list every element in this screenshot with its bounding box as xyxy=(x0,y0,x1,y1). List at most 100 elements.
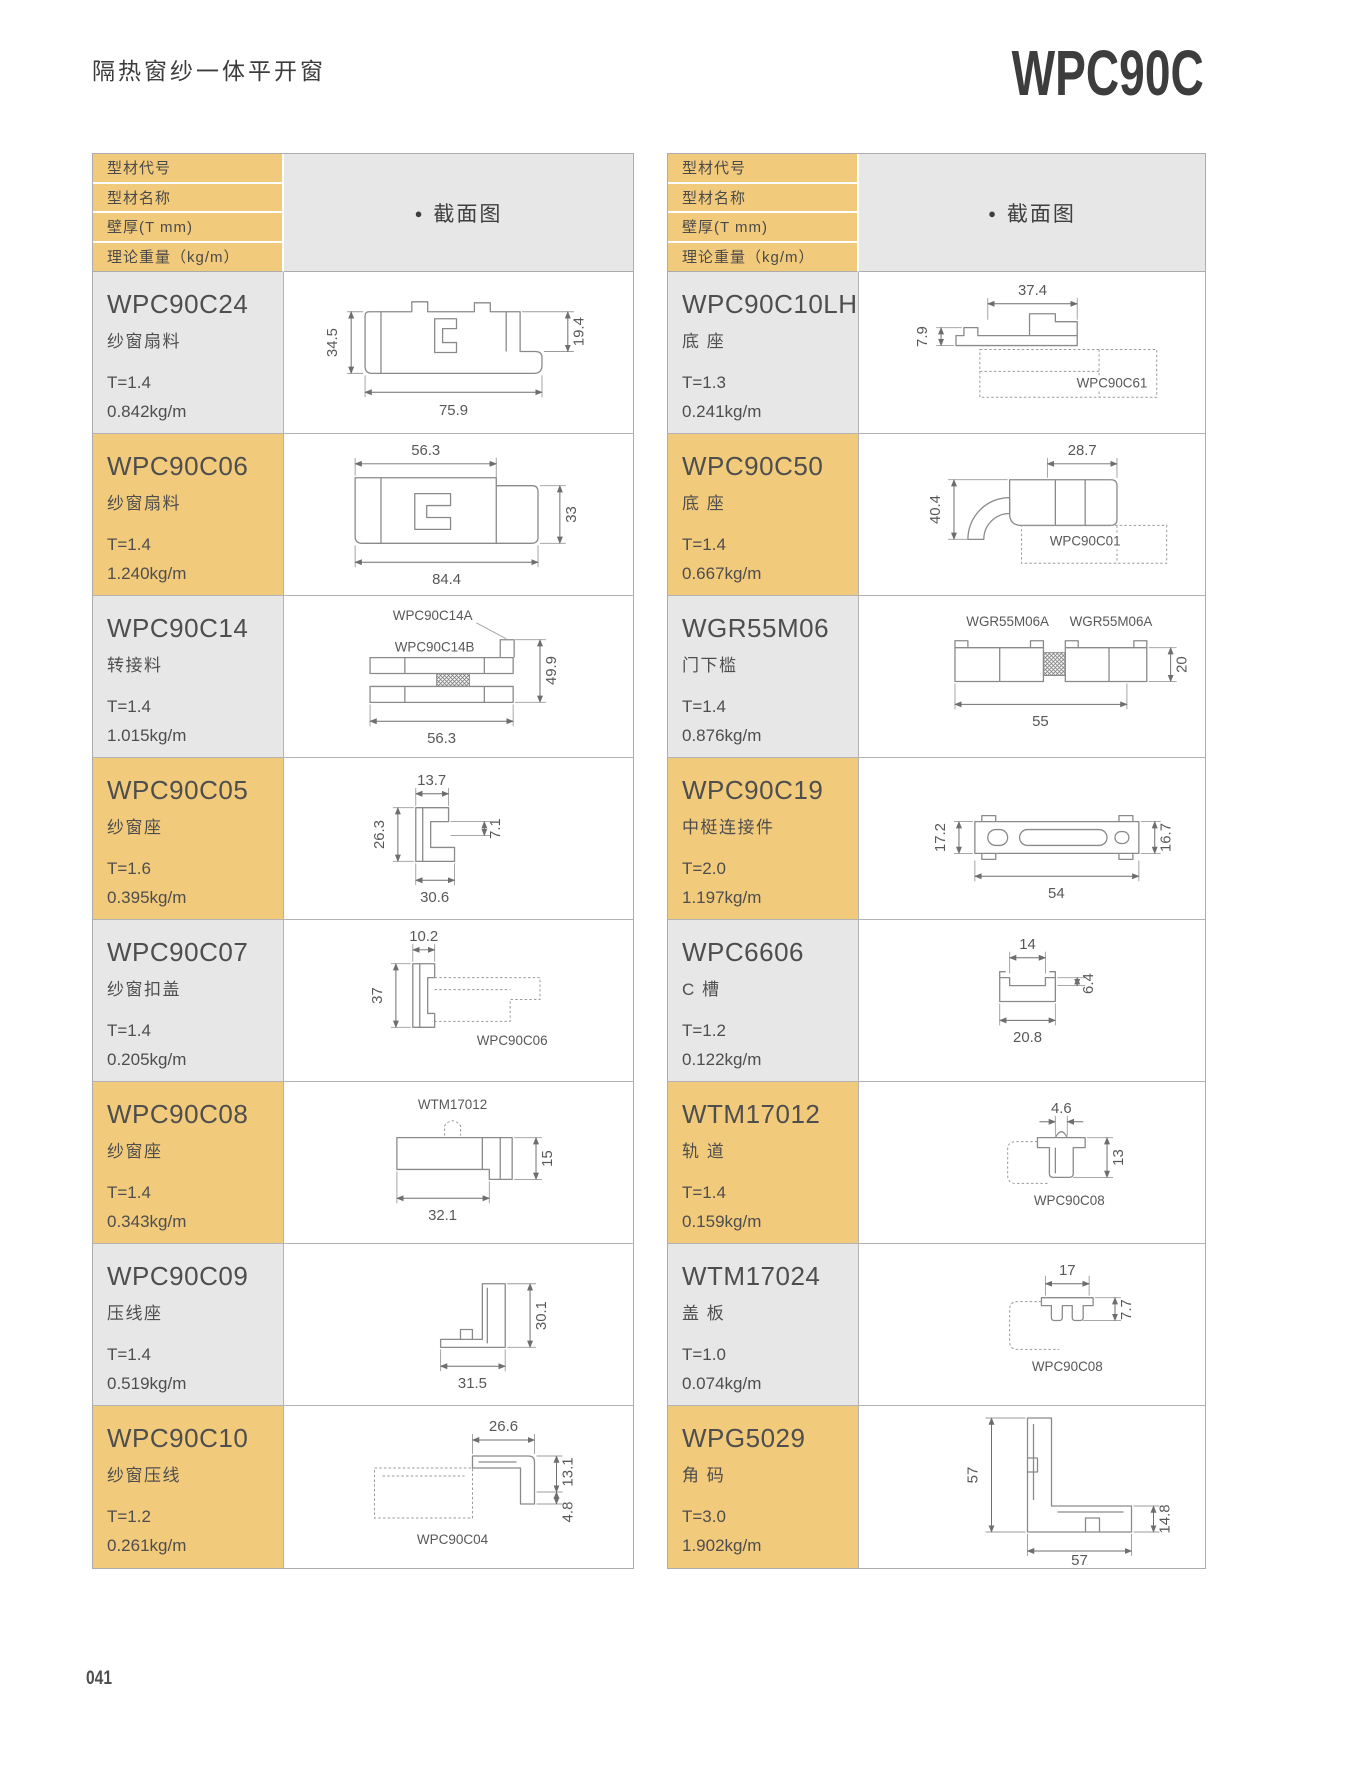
row-label-wpc90c19: WPC90C19 中梃连接件 T=2.0 1.197kg/m xyxy=(668,758,859,920)
weight: 0.261kg/m xyxy=(107,1536,187,1555)
profile-name: 底 座 xyxy=(682,332,726,351)
thickness: T=1.4 xyxy=(107,535,151,554)
dimension-label: 26.6 xyxy=(489,1418,518,1435)
row-label-wpg5029: WPG5029 角 码 T=3.0 1.902kg/m xyxy=(668,1406,859,1568)
dimension-label: 30.1 xyxy=(534,1301,550,1330)
row-label-wgr55m06: WGR55M06 门下槛 T=1.4 0.876kg/m xyxy=(668,596,859,758)
row-diagram-wpc90c08: WTM17012 15 32.1 xyxy=(284,1082,633,1244)
thickness: T=1.0 xyxy=(682,1345,726,1364)
row-diagram-wpc90c10: 26.6 13.1 4.8 WPC90C04 xyxy=(284,1406,633,1568)
dimension-label: 10.2 xyxy=(409,929,438,945)
row-diagram-wtm17024: 17 7.7 WPC90C08 xyxy=(859,1244,1205,1406)
weight: 0.074kg/m xyxy=(682,1374,762,1393)
header-section-view: ● 截面图 xyxy=(859,154,1205,272)
row-label-wpc90c10lh: WPC90C10LH 底 座 T=1.3 0.241kg/m xyxy=(668,272,859,434)
partner-profile-label: WPC90C14B xyxy=(395,640,475,655)
profile-code: WTM17012 xyxy=(682,1099,821,1129)
row-diagram-wpc90c14: WPC90C14A WPC90C14B 49.9 56.3 xyxy=(284,596,633,758)
row-label-wpc90c09: WPC90C09 压线座 T=1.4 0.519kg/m xyxy=(93,1244,284,1406)
thickness: T=1.2 xyxy=(682,1021,726,1040)
profile-name: 轨 道 xyxy=(682,1142,726,1161)
thickness: T=1.4 xyxy=(107,697,151,716)
row-label-wpc90c10: WPC90C10 纱窗压线 T=1.2 0.261kg/m xyxy=(93,1406,284,1568)
page-title: 隔热窗纱一体平开窗 xyxy=(92,58,326,84)
profile-name: 纱窗座 xyxy=(107,1142,163,1161)
profiles-table-right: 型材代号 ● 截面图 型材名称 壁厚(T mm) 理论重量（kg/m） WPC9… xyxy=(667,153,1206,1569)
thickness: T=1.4 xyxy=(107,373,151,392)
weight: 0.519kg/m xyxy=(107,1374,187,1393)
section-diagram: 57 14.8 57 xyxy=(965,1417,1174,1568)
row-label-wpc90c14: WPC90C14 转接料 T=1.4 1.015kg/m xyxy=(93,596,284,758)
weight: 0.241kg/m xyxy=(682,402,762,421)
section-diagram: 26.6 13.1 4.8 WPC90C04 xyxy=(374,1418,577,1547)
dimension-label: 13 xyxy=(1111,1149,1127,1166)
profile-code: WPC90C05 xyxy=(107,775,249,805)
partner-profile-label: WPC90C01 xyxy=(1050,533,1121,548)
header-wall-thickness: 壁厚(T mm) xyxy=(93,213,284,243)
weight: 0.667kg/m xyxy=(682,564,762,583)
row-label-wpc6606: WPC6606 C 槽 T=1.2 0.122kg/m xyxy=(668,920,859,1082)
partner-profile-label: WPC90C61 xyxy=(1077,375,1148,390)
dimension-label: 6.4 xyxy=(1081,973,1097,994)
dimension-label: 19.4 xyxy=(572,317,588,346)
weight: 1.197kg/m xyxy=(682,888,762,907)
row-diagram-wpc90c09: 30.1 31.5 xyxy=(284,1244,633,1406)
dimension-label: 37.4 xyxy=(1018,283,1047,299)
row-label-wtm17024: WTM17024 盖 板 T=1.0 0.074kg/m xyxy=(668,1244,859,1406)
profile-name: 纱窗扣盖 xyxy=(107,980,181,999)
profile-code: WPC90C07 xyxy=(107,937,249,967)
dimension-label: 4.6 xyxy=(1051,1101,1072,1117)
dimension-label: 55 xyxy=(1032,714,1049,730)
thickness: T=1.4 xyxy=(107,1345,151,1364)
thickness: T=1.6 xyxy=(107,859,151,878)
section-diagram: 13.7 26.3 7.1 30.6 xyxy=(372,773,504,906)
profile-name: 纱窗扇料 xyxy=(107,332,181,351)
row-label-wpc90c06: WPC90C06 纱窗扇料 T=1.4 1.240kg/m xyxy=(93,434,284,596)
section-view-label: 截面图 xyxy=(1006,202,1076,226)
row-label-wpc90c05: WPC90C05 纱窗座 T=1.6 0.395kg/m xyxy=(93,758,284,920)
row-label-wpc90c07: WPC90C07 纱窗扣盖 T=1.4 0.205kg/m xyxy=(93,920,284,1082)
profile-name: 纱窗压线 xyxy=(107,1466,181,1485)
thickness: T=3.0 xyxy=(682,1507,726,1526)
row-diagram-wpc6606: 14 6.4 20.8 xyxy=(859,920,1205,1082)
weight: 1.015kg/m xyxy=(107,726,187,745)
dimension-label: 20 xyxy=(1175,656,1191,673)
thickness: T=1.4 xyxy=(107,1183,151,1202)
thickness: T=1.4 xyxy=(682,697,726,716)
weight: 0.159kg/m xyxy=(682,1212,762,1231)
partner-profile-label: WGR55M06A xyxy=(1070,614,1153,629)
thickness: T=2.0 xyxy=(682,859,726,878)
partner-profile-label: WPC90C08 xyxy=(1034,1193,1105,1208)
profiles-table-left: 型材代号 ● 截面图 型材名称 壁厚(T mm) 理论重量（kg/m） WPC9… xyxy=(92,153,634,1569)
dimension-label: 7.1 xyxy=(488,818,504,839)
weight: 0.395kg/m xyxy=(107,888,187,907)
series-code: WPC90C xyxy=(1011,37,1204,109)
dimension-label: 54 xyxy=(1048,886,1065,902)
dimension-label: 31.5 xyxy=(458,1376,487,1392)
section-view-label: 截面图 xyxy=(433,202,503,226)
thickness: T=1.4 xyxy=(682,1183,726,1202)
profile-name: 压线座 xyxy=(107,1304,163,1323)
dimension-label: 4.8 xyxy=(560,1502,577,1523)
dimension-label: 14.8 xyxy=(1157,1504,1174,1533)
profile-code: WPC6606 xyxy=(682,937,804,967)
dimension-label: 14 xyxy=(1019,937,1036,953)
weight: 0.205kg/m xyxy=(107,1050,187,1069)
dimension-label: 56.3 xyxy=(411,443,440,459)
profile-name: 纱窗扇料 xyxy=(107,494,181,513)
dimension-label: 75.9 xyxy=(439,403,468,419)
profile-name: 纱窗座 xyxy=(107,818,163,837)
dimension-label: 17.2 xyxy=(933,823,949,852)
profile-code: WPC90C09 xyxy=(107,1261,249,1291)
header-theoretical-weight: 理论重量（kg/m） xyxy=(668,242,859,272)
dimension-label: 33 xyxy=(564,506,580,523)
dimension-label: 26.3 xyxy=(372,820,388,849)
bullet-icon: ● xyxy=(988,206,998,221)
section-diagram: 56.3 33 84.4 xyxy=(354,443,580,588)
weight: 1.240kg/m xyxy=(107,564,187,583)
bullet-icon: ● xyxy=(414,206,425,221)
dimension-label: 17 xyxy=(1059,1263,1076,1279)
dimension-label: 15 xyxy=(540,1150,556,1167)
dimension-label: 13.7 xyxy=(417,773,446,789)
partner-profile-label: WPC90C04 xyxy=(417,1532,489,1547)
